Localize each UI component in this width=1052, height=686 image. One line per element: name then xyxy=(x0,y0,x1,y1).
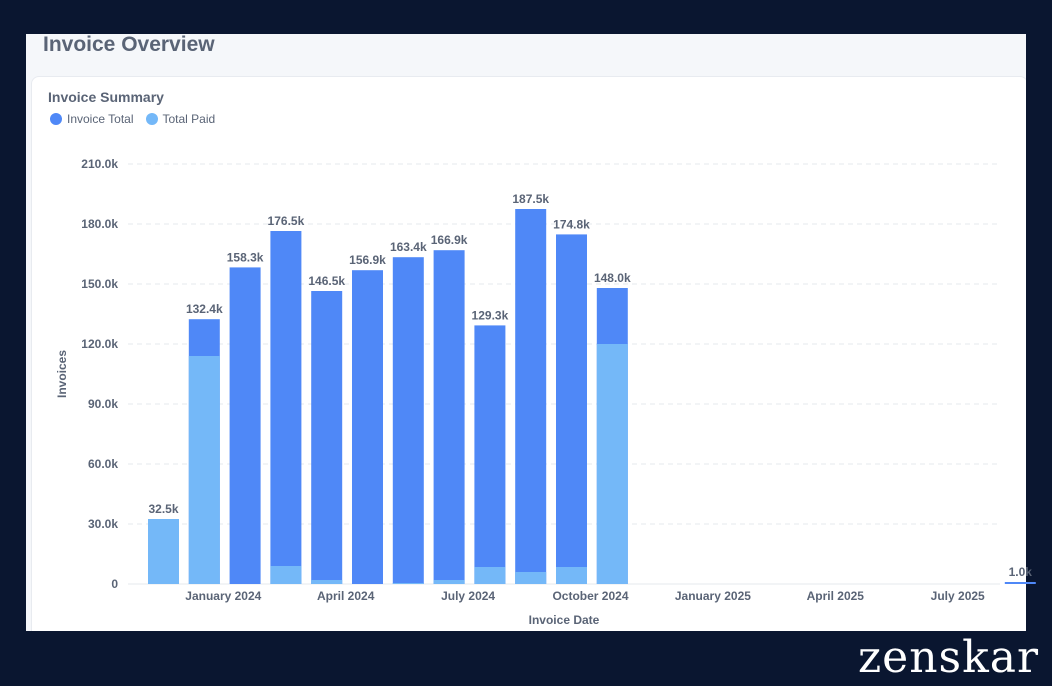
bar-invoice-total xyxy=(229,267,261,584)
x-tick-label: July 2025 xyxy=(931,589,985,603)
y-tick-label: 150.0k xyxy=(81,277,118,291)
x-tick-label: January 2024 xyxy=(185,589,261,603)
page-title: Invoice Overview xyxy=(43,34,215,56)
bar-total-paid xyxy=(392,583,424,584)
bar-total-paid xyxy=(270,566,302,584)
data-label: 187.5k xyxy=(512,192,549,206)
y-tick-label: 90.0k xyxy=(88,397,118,411)
bar-total-paid xyxy=(311,580,343,584)
bar-invoice-total xyxy=(311,291,343,584)
x-axis-label: Invoice Date xyxy=(529,613,600,627)
bar-total-paid xyxy=(148,519,179,584)
data-label: 166.9k xyxy=(431,233,468,247)
bar-invoice-total xyxy=(352,270,383,584)
bar-invoice-total xyxy=(556,234,587,584)
x-tick-label: April 2025 xyxy=(807,589,865,603)
data-label: 32.5k xyxy=(148,502,178,516)
y-tick-label: 60.0k xyxy=(88,457,118,471)
bar-invoice-total xyxy=(1004,582,1036,584)
bar-invoice-total xyxy=(474,325,506,584)
legend-label-invoice-total: Invoice Total xyxy=(67,112,134,126)
bar-invoice-total xyxy=(392,257,424,584)
x-tick-label: January 2025 xyxy=(675,589,751,603)
data-label: 132.4k xyxy=(186,302,223,316)
data-label: 1.0k xyxy=(1009,565,1033,579)
chart-title: Invoice Summary xyxy=(48,89,164,105)
data-label: 148.0k xyxy=(594,271,631,285)
y-tick-label: 0 xyxy=(111,577,118,591)
bar-total-paid xyxy=(596,344,628,584)
bar-total-paid xyxy=(474,567,506,584)
bar-invoice-total xyxy=(433,250,465,584)
data-label: 163.4k xyxy=(390,240,427,254)
x-tick-label: October 2024 xyxy=(552,589,628,603)
data-label: 174.8k xyxy=(553,217,590,231)
legend-item-invoice-total[interactable]: Invoice Total xyxy=(50,112,134,126)
data-label: 146.5k xyxy=(308,274,345,288)
bar-total-paid xyxy=(515,572,547,584)
legend-swatch-invoice-total xyxy=(50,113,62,125)
data-label: 176.5k xyxy=(268,214,305,228)
y-tick-label: 120.0k xyxy=(81,337,118,351)
bar-total-paid xyxy=(188,356,220,584)
bar-total-paid xyxy=(433,580,465,584)
y-tick-label: 30.0k xyxy=(88,517,118,531)
y-axis-label: Invoices xyxy=(55,350,69,398)
x-tick-label: July 2024 xyxy=(441,589,495,603)
y-tick-label: 210.0k xyxy=(81,157,118,171)
bar-total-paid xyxy=(556,567,587,584)
legend-swatch-total-paid xyxy=(145,113,158,125)
data-label: 129.3k xyxy=(472,308,509,322)
data-label: 156.9k xyxy=(349,253,386,267)
legend-label-total-paid: Total Paid xyxy=(162,112,216,126)
bar-invoice-total xyxy=(270,231,302,584)
y-tick-label: 180.0k xyxy=(81,217,118,231)
bar-invoice-total xyxy=(515,209,547,584)
brand-logo: zenskar xyxy=(858,632,1040,683)
chart-legend: Invoice Total Total Paid xyxy=(50,112,215,126)
data-label: 158.3k xyxy=(227,250,264,264)
legend-item-total-paid[interactable]: Total Paid xyxy=(145,112,216,126)
x-tick-label: April 2024 xyxy=(317,589,375,603)
